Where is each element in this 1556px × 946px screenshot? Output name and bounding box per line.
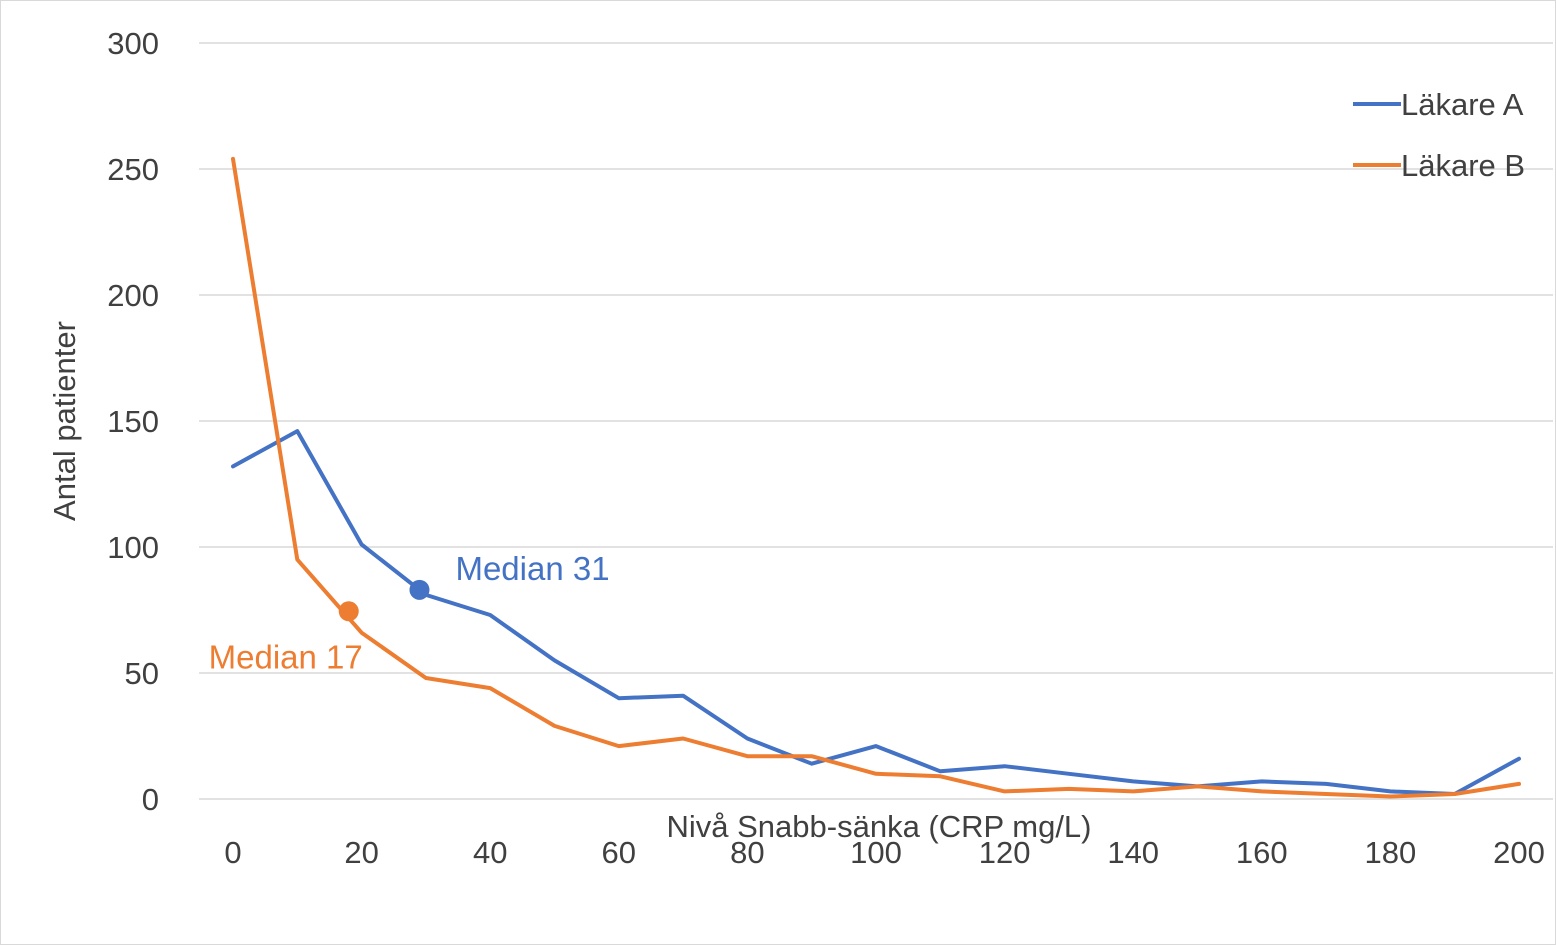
y-tick-label: 0 (142, 782, 159, 817)
x-tick-label: 60 (602, 835, 636, 870)
median-marker (338, 601, 359, 622)
median-label: Median 31 (455, 550, 609, 587)
x-tick-label: 200 (1493, 835, 1545, 870)
median-marker (409, 579, 430, 600)
y-tick-label: 200 (107, 278, 159, 313)
series-lines (231, 156, 1521, 799)
legend-label: Läkare A (1401, 87, 1524, 122)
y-axis-title: Antal patienter (47, 321, 82, 521)
y-tick-label: 300 (107, 26, 159, 61)
median-annotations: Median 31 Median 17 (209, 550, 610, 675)
x-tick-label: 180 (1365, 835, 1417, 870)
y-tick-label: 250 (107, 152, 159, 187)
gridlines (199, 42, 1553, 800)
x-axis-ticks: 0 20 40 60 80 100 120 140 160 180 200 (224, 835, 1544, 870)
legend: Läkare A Läkare B (1353, 87, 1525, 183)
y-tick-label: 150 (107, 404, 159, 439)
x-tick-label: 100 (850, 835, 902, 870)
x-tick-label: 40 (473, 835, 507, 870)
x-tick-label: 80 (730, 835, 764, 870)
legend-label: Läkare B (1401, 148, 1525, 183)
y-tick-label: 50 (125, 656, 159, 691)
x-tick-label: 0 (224, 835, 241, 870)
y-axis-ticks: 0 50 100 150 200 250 300 (107, 26, 159, 817)
x-tick-label: 160 (1236, 835, 1288, 870)
series-line-lakare-b (231, 156, 1521, 799)
x-tick-label: 20 (344, 835, 378, 870)
x-axis-title: Nivå Snabb-sänka (CRP mg/L) (667, 809, 1092, 844)
x-tick-label: 120 (979, 835, 1031, 870)
x-tick-label: 140 (1107, 835, 1159, 870)
median-label: Median 17 (209, 638, 363, 675)
series-line-lakare-a (231, 429, 1521, 796)
y-tick-label: 100 (107, 530, 159, 565)
